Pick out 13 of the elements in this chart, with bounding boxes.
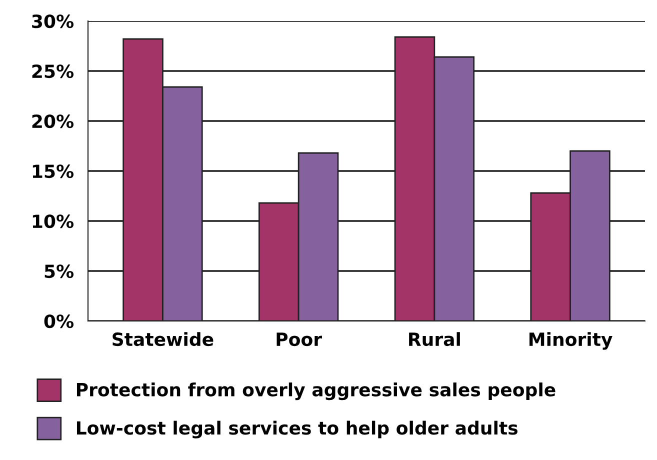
y-tick-label: 10% <box>32 214 74 228</box>
y-tick-label: 0% <box>44 314 74 328</box>
x-tick-label: Minority <box>529 332 612 350</box>
y-tick-label: 15% <box>32 164 74 178</box>
legend-label: Protection from overly aggressive sales people <box>76 382 556 400</box>
x-tick-label: Statewide <box>112 332 214 346</box>
legend-label: Low-cost legal services to help older adults <box>76 420 518 438</box>
y-tick-label: 25% <box>32 64 74 78</box>
y-tick-label: 30% <box>32 14 74 28</box>
y-tick-label: 5% <box>44 264 74 278</box>
x-tick-label: Rural <box>409 332 460 346</box>
y-tick-label: 20% <box>32 114 74 128</box>
x-tick-label: Poor <box>276 332 322 346</box>
